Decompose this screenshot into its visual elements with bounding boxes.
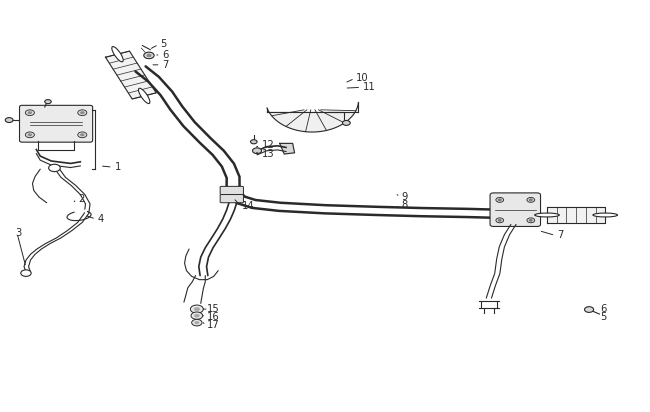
Polygon shape: [267, 103, 359, 132]
Circle shape: [81, 133, 84, 136]
Ellipse shape: [593, 213, 618, 217]
Text: 17: 17: [207, 321, 220, 330]
Text: 7: 7: [162, 60, 168, 70]
Circle shape: [499, 220, 501, 221]
Text: 5: 5: [600, 312, 606, 322]
Ellipse shape: [112, 47, 124, 62]
Circle shape: [49, 164, 60, 172]
Circle shape: [190, 305, 203, 313]
FancyBboxPatch shape: [490, 193, 541, 227]
Circle shape: [45, 100, 51, 104]
Circle shape: [496, 218, 504, 223]
Text: 6: 6: [600, 304, 606, 314]
Polygon shape: [105, 51, 156, 99]
Circle shape: [194, 307, 200, 311]
Circle shape: [194, 314, 200, 317]
Circle shape: [496, 197, 504, 202]
Text: 10: 10: [356, 73, 369, 83]
Text: 3: 3: [16, 227, 22, 238]
Ellipse shape: [138, 88, 150, 103]
Text: 9: 9: [401, 192, 408, 202]
Circle shape: [252, 148, 261, 154]
Circle shape: [81, 112, 84, 114]
Polygon shape: [547, 207, 605, 223]
Text: 8: 8: [401, 200, 408, 210]
Circle shape: [194, 321, 199, 324]
Text: 6: 6: [162, 49, 168, 60]
Circle shape: [25, 110, 34, 115]
Circle shape: [5, 117, 13, 122]
Text: 7: 7: [556, 230, 563, 241]
Text: 11: 11: [363, 82, 375, 92]
Text: 2: 2: [78, 194, 84, 204]
Ellipse shape: [535, 213, 559, 217]
FancyBboxPatch shape: [20, 105, 93, 142]
Text: 1: 1: [114, 162, 121, 172]
Text: 12: 12: [261, 140, 274, 150]
Text: 15: 15: [207, 304, 220, 314]
Circle shape: [584, 307, 593, 312]
Circle shape: [191, 312, 203, 319]
Circle shape: [78, 110, 87, 115]
Circle shape: [21, 270, 31, 276]
Polygon shape: [280, 143, 294, 154]
Circle shape: [530, 220, 532, 221]
Circle shape: [192, 319, 202, 326]
FancyBboxPatch shape: [220, 186, 244, 194]
Circle shape: [144, 52, 154, 59]
Circle shape: [28, 133, 32, 136]
Text: 4: 4: [98, 214, 103, 224]
Text: 5: 5: [160, 40, 166, 49]
Circle shape: [499, 199, 501, 201]
Circle shape: [250, 140, 257, 144]
Circle shape: [343, 120, 350, 125]
Text: 13: 13: [261, 149, 274, 159]
Circle shape: [527, 218, 535, 223]
FancyBboxPatch shape: [220, 194, 244, 203]
Circle shape: [530, 199, 532, 201]
Circle shape: [78, 132, 87, 138]
Circle shape: [147, 54, 151, 56]
Text: 16: 16: [207, 312, 220, 322]
Circle shape: [25, 132, 34, 138]
Circle shape: [527, 197, 535, 202]
Text: 14: 14: [242, 201, 255, 211]
Circle shape: [28, 112, 32, 114]
